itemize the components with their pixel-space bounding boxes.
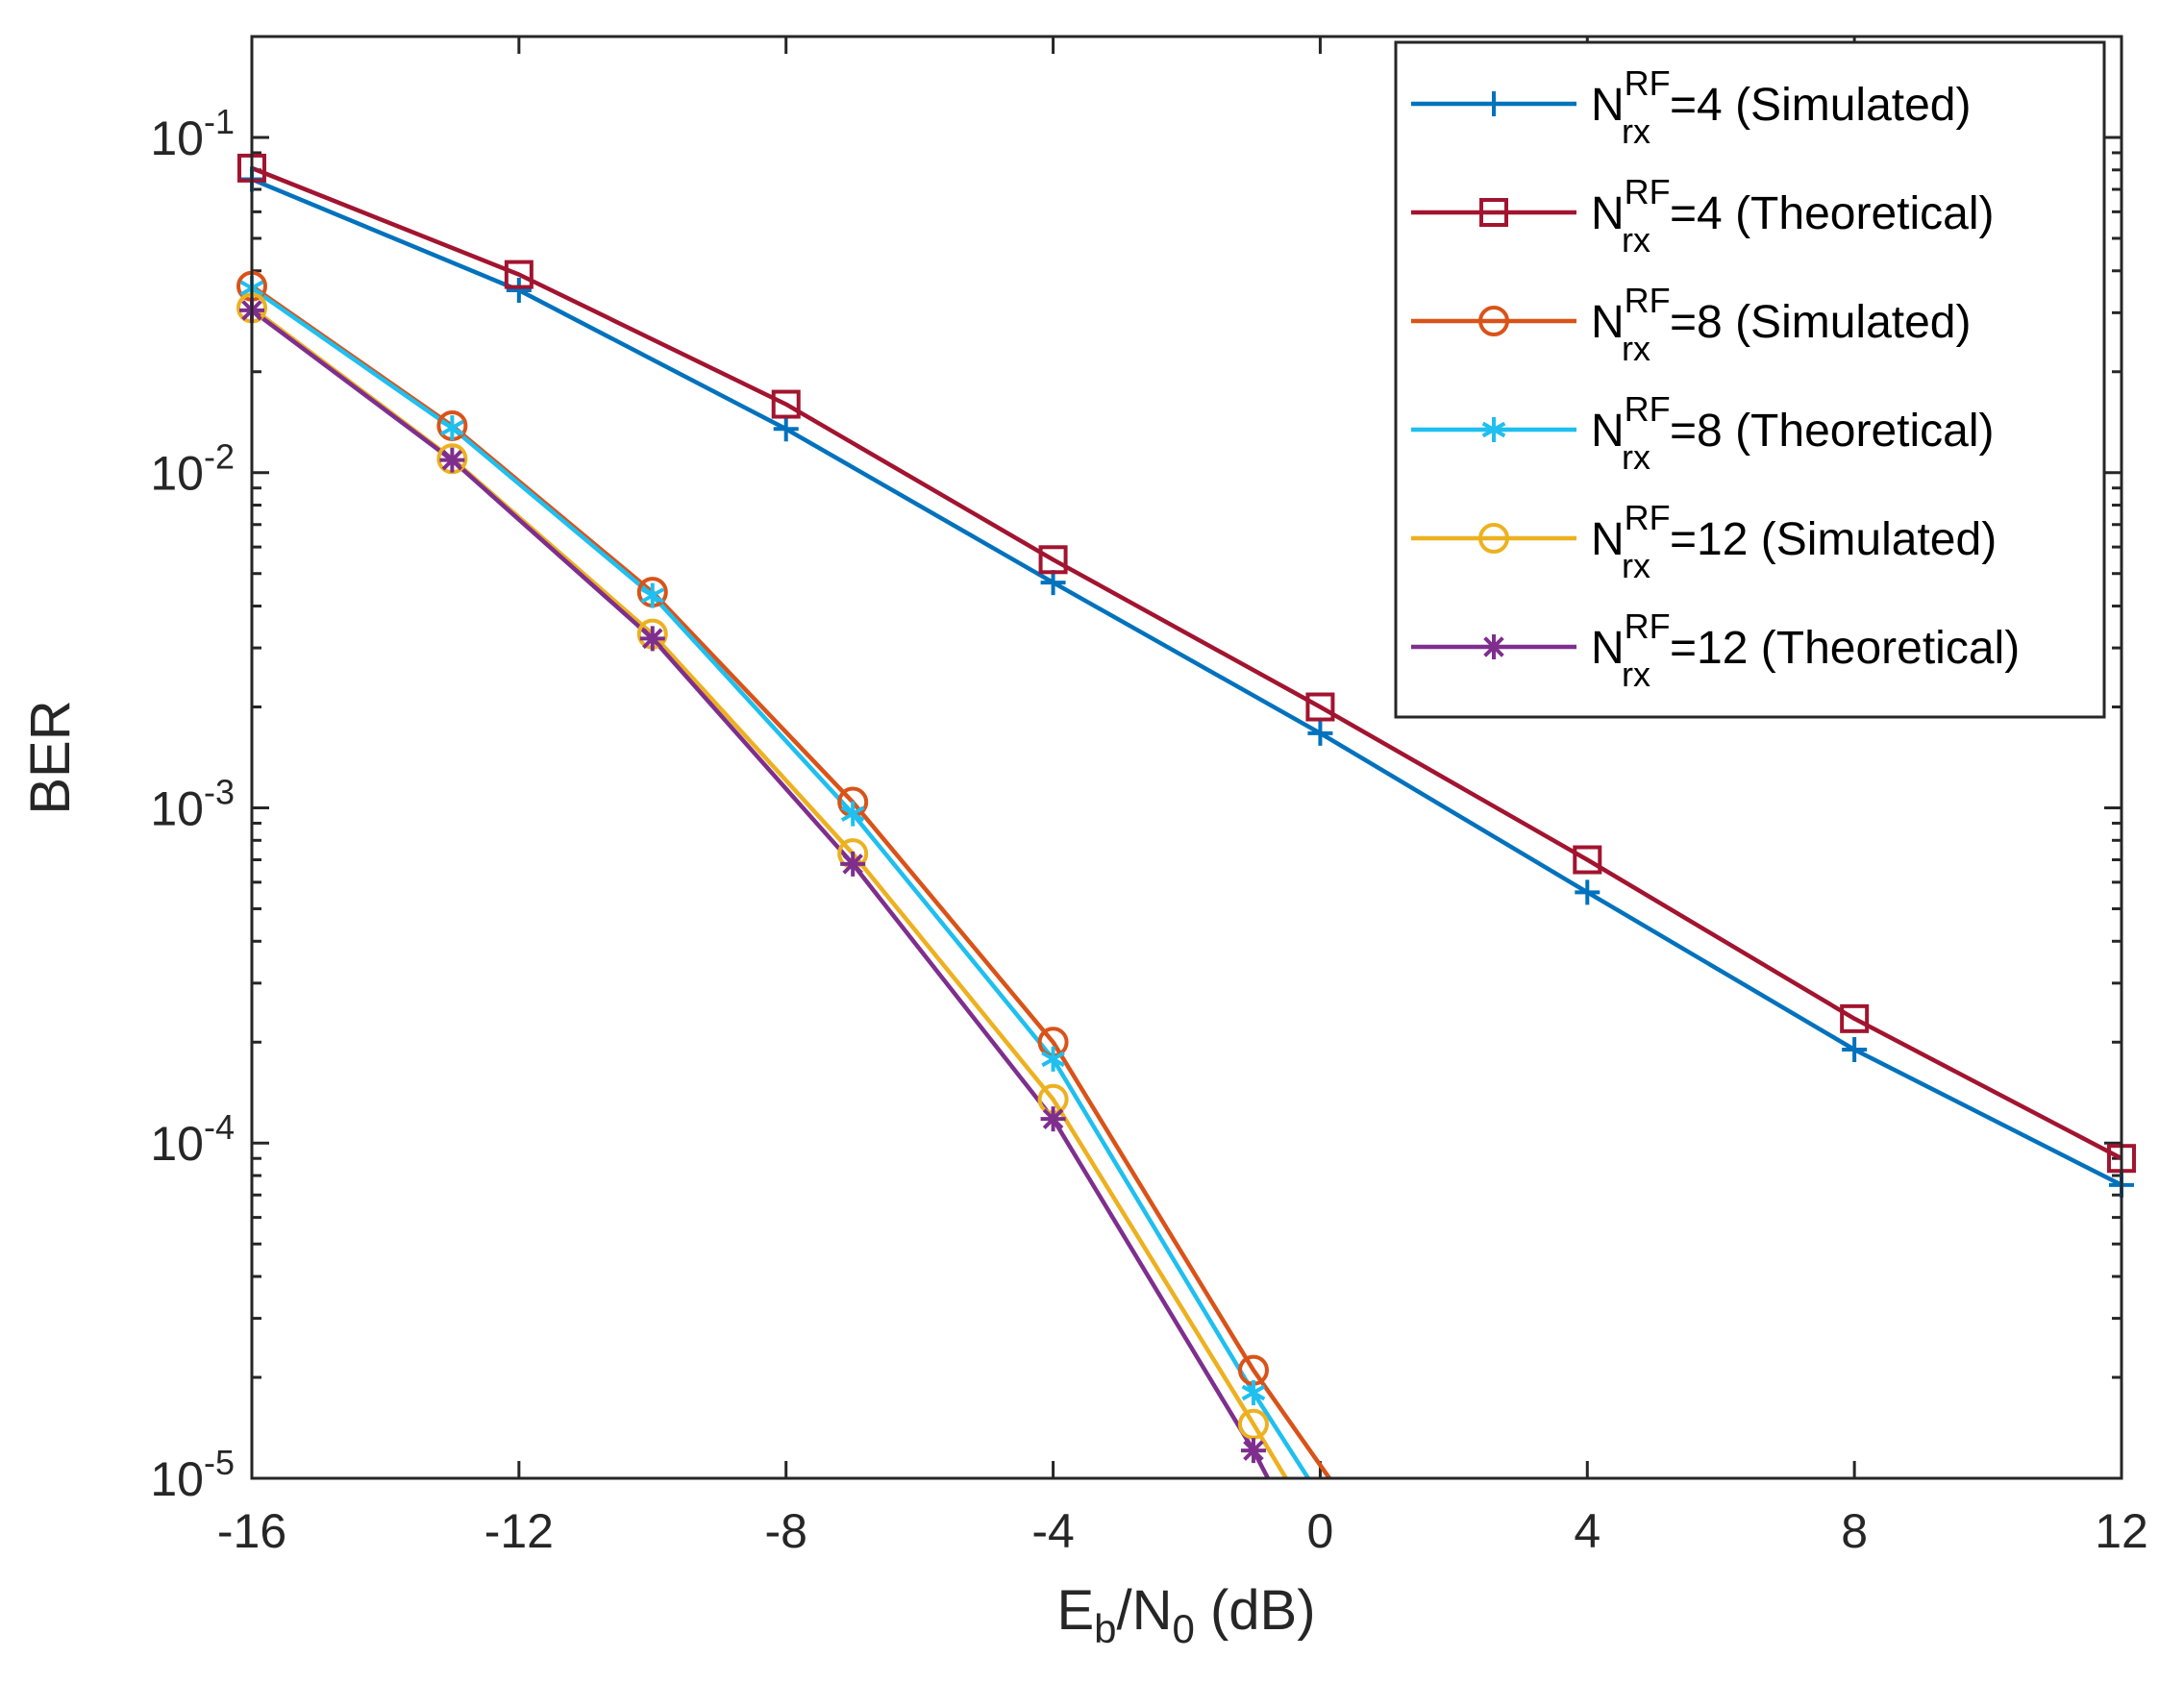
data-point: [1237, 1408, 1269, 1440]
data-point: [1041, 1046, 1065, 1072]
data-point: [771, 389, 801, 419]
x-tick-label: -4: [1031, 1504, 1074, 1558]
y-axis-title: BER: [19, 700, 82, 814]
data-point: [1240, 1438, 1266, 1464]
legend-label: NRF rx=4 (Theoretical): [1591, 172, 1994, 260]
data-point: [1575, 879, 1601, 905]
data-point: [506, 277, 532, 303]
data-point: [840, 801, 865, 827]
data-point: [439, 447, 465, 473]
data-point: [639, 626, 665, 652]
legend-label: NRF rx=8 (Theoretical): [1591, 389, 1994, 477]
x-tick-label: -8: [764, 1504, 807, 1558]
legend-label: NRF rx=12 (Theoretical): [1591, 606, 2020, 694]
data-point: [1040, 1106, 1066, 1132]
legend-marker: [1478, 523, 1509, 554]
legend-label: NRF rx=8 (Simulated): [1591, 281, 1971, 368]
x-tick-label: 0: [1307, 1504, 1334, 1558]
data-point: [1307, 720, 1333, 746]
plot-frame: [250, 35, 2123, 1480]
x-tick-label: 4: [1574, 1504, 1601, 1558]
y-tick-label: 10-5: [150, 1443, 235, 1506]
x-tick-label: -16: [217, 1504, 286, 1558]
data-point: [1573, 845, 1602, 875]
data-point: [1840, 1003, 1870, 1033]
legend-entry: NRF rx=8 (Theoretical): [1411, 389, 1994, 477]
y-tick-label: 10-4: [150, 1107, 235, 1171]
data-point: [1241, 1379, 1266, 1405]
legend-entry: NRF rx=12 (Theoretical): [1411, 606, 2020, 694]
y-tick-label: 10-3: [150, 772, 235, 835]
legend-marker: [1479, 198, 1508, 227]
legend-entry: NRF rx=12 (Simulated): [1411, 498, 1997, 585]
legend-marker: [1481, 91, 1506, 116]
data-point: [1842, 1037, 1868, 1063]
legend-entry: NRF rx=4 (Simulated): [1411, 63, 1971, 151]
legend: NRF rx=4 (Simulated) NRF rx=4 (Theoretical)…: [1394, 40, 2106, 719]
data-point: [773, 416, 799, 442]
legend-marker: [1481, 417, 1506, 442]
legend-entry: NRF rx=8 (Simulated): [1411, 281, 1971, 368]
x-axis-title: Eb/N0 (dB): [1056, 1579, 1315, 1651]
legend-marker: [1478, 306, 1509, 336]
x-tick-label: 12: [2095, 1504, 2148, 1558]
data-point: [640, 582, 665, 608]
data-point: [440, 415, 464, 441]
x-tick-label: 8: [1841, 1504, 1868, 1558]
data-point: [1040, 570, 1066, 596]
x-tick-labels: -16 -12 -8 -4 0 4 8 12: [217, 1504, 2148, 1558]
legend-marker: [1481, 634, 1506, 659]
legend-entry: NRF rx=4 (Theoretical): [1411, 172, 1994, 260]
legend-label: NRF rx=4 (Simulated): [1591, 63, 1971, 151]
y-tick-label: 10-2: [150, 437, 235, 501]
data-point: [504, 260, 534, 289]
legend-label: NRF rx=12 (Simulated): [1591, 498, 1997, 585]
series-line-2: [252, 165, 2122, 1161]
y-tick-labels: 10-1 10-2 10-3 10-4 10-5: [150, 102, 235, 1506]
legend-box: [1394, 40, 2106, 719]
series-line-1: [252, 177, 2122, 1187]
y-tick-label: 10-1: [150, 102, 235, 165]
x-tick-label: -12: [484, 1504, 554, 1558]
data-point: [1038, 545, 1068, 575]
data-point: [1305, 692, 1335, 722]
data-point: [840, 851, 866, 877]
